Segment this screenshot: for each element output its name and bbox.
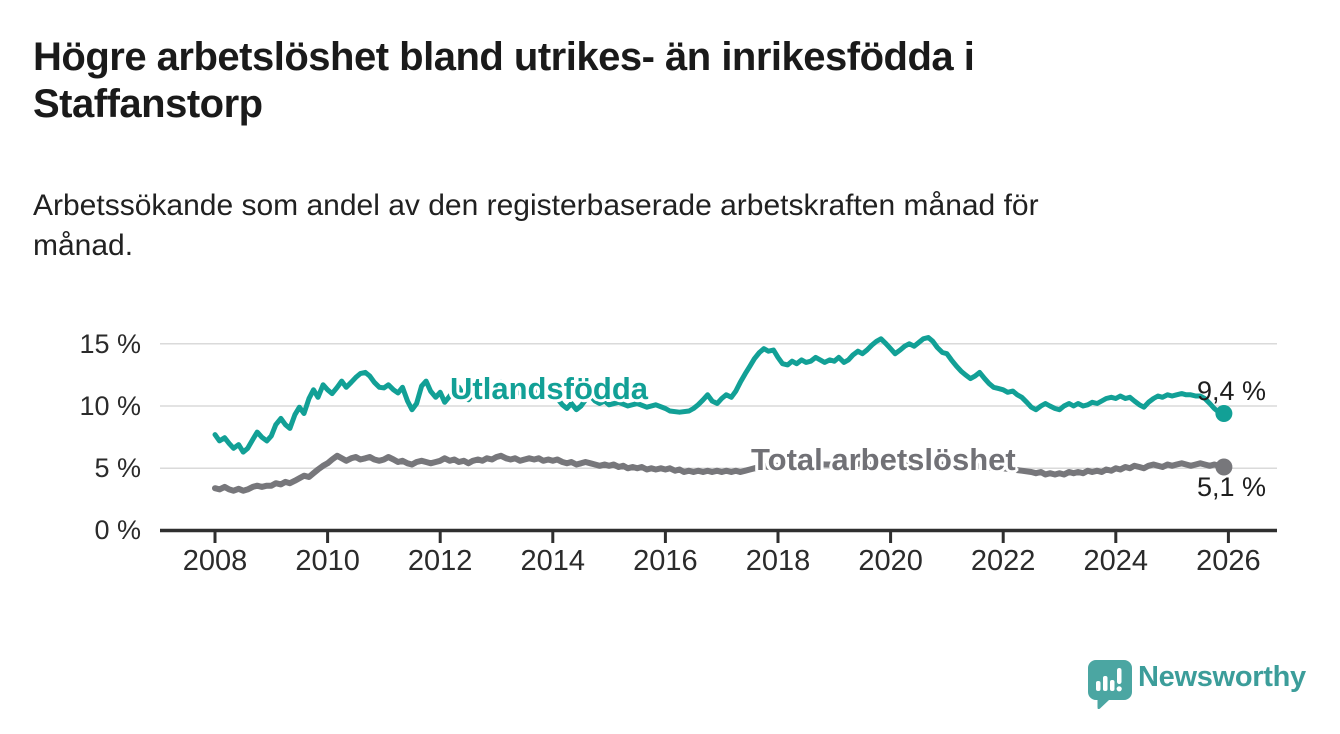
end-dot-1 — [1215, 458, 1233, 476]
series-label-utlandsfodda: Utlandsfödda — [450, 371, 649, 406]
newsworthy-speech-bubble-chart-icon — [1088, 660, 1132, 709]
title-line-1: Högre arbetslöshet bland utrikes- än inr… — [33, 35, 975, 79]
x-axis-tick-label-2018: 2018 — [745, 545, 811, 577]
x-axis-tick-label-2008: 2008 — [182, 545, 248, 577]
series-label-total-arbetsloshet: Total arbetslöshet — [751, 442, 1016, 477]
series-line-1 — [212, 452, 1227, 494]
y-axis-tick-label-10: 10 % — [79, 391, 141, 421]
subtitle-line-2: månad. — [33, 229, 134, 262]
x-axis-tick-label-2012: 2012 — [407, 545, 473, 577]
y-axis-tick-label-5: 5 % — [94, 453, 141, 483]
y-axis-tick-label-15: 15 % — [79, 329, 141, 359]
newsworthy-logo: Newsworthy — [1087, 659, 1317, 709]
x-axis-tick-label-2010: 2010 — [295, 545, 360, 577]
x-axis-tick-label-2020: 2020 — [858, 545, 923, 577]
end-dot-0 — [1215, 404, 1233, 422]
title-line-2: Staffanstorp — [33, 82, 263, 126]
x-axis-tick-label-2014: 2014 — [520, 545, 586, 577]
newsworthy-logo-text: Newsworthy — [1138, 661, 1306, 693]
subtitle-line-1: Arbetssökande som andel av den registerb… — [33, 189, 1039, 222]
x-axis-tick-label-2016: 2016 — [633, 545, 698, 577]
series-line-0 — [212, 335, 1227, 455]
x-axis-tick-label-2022: 2022 — [970, 545, 1036, 577]
x-axis-tick-label-2024: 2024 — [1083, 545, 1149, 577]
x-axis-tick-label-2026: 2026 — [1196, 545, 1261, 577]
y-axis-tick-label-0: 0 % — [94, 515, 141, 545]
end-value-label-utlandsfodda: 9,4 % — [1197, 376, 1267, 406]
chart-subtitle: Arbetssökande som andel av den registerb… — [33, 186, 1253, 266]
page-title: Högre arbetslöshet bland utrikes- än inr… — [33, 34, 1173, 128]
end-value-label-total: 5,1 % — [1197, 472, 1267, 502]
